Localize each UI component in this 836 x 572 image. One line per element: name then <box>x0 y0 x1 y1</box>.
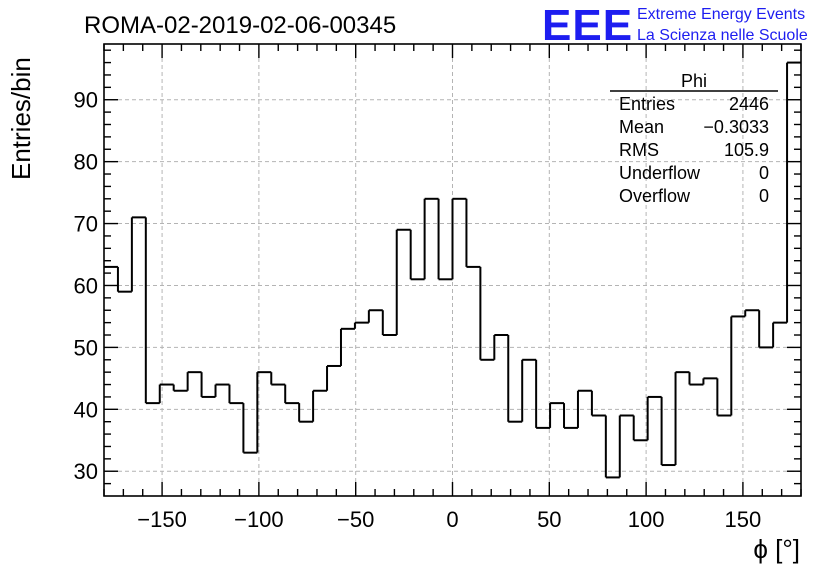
stats-value-underflow: 0 <box>759 163 769 183</box>
stats-label-mean: Mean <box>619 117 664 137</box>
x-tick-label: −150 <box>137 507 187 532</box>
brand-line-1: Extreme Energy Events <box>637 6 805 23</box>
axis-ticks <box>103 44 802 496</box>
y-tick-label: 90 <box>74 88 98 113</box>
y-axis-label: Entries/bin <box>6 57 36 180</box>
stats-value-entries: 2446 <box>729 94 769 114</box>
brand-line-2: La Scienza nelle Scuole <box>637 27 808 44</box>
eee-logo: EEE <box>542 1 633 50</box>
plot-frame <box>103 43 802 497</box>
x-tick-label: 50 <box>537 507 561 532</box>
stats-label-entries: Entries <box>619 94 675 114</box>
stats-box: Phi Entries 2446 Mean −0.3033 RMS 105.9 … <box>610 71 778 206</box>
y-tick-label: 60 <box>74 273 98 298</box>
x-axis-label: ϕ [°] <box>753 534 800 564</box>
axis-tick-labels: −150 −100 −50 0 50 100 150 30 40 50 60 70 80 90 <box>74 88 762 532</box>
stats-label-rms: RMS <box>619 140 659 160</box>
x-tick-label: −50 <box>337 507 374 532</box>
y-tick-label: 50 <box>74 335 98 360</box>
x-tick-label: 150 <box>725 507 762 532</box>
stats-value-overflow: 0 <box>759 186 769 206</box>
y-tick-label: 30 <box>74 459 98 484</box>
stats-label-underflow: Underflow <box>619 163 701 183</box>
x-tick-label: 100 <box>628 507 665 532</box>
chart-title: ROMA-02-2019-02-06-00345 <box>84 12 396 39</box>
y-tick-label: 40 <box>74 397 98 422</box>
y-tick-label: 70 <box>74 212 98 237</box>
stats-value-mean: −0.3033 <box>703 117 769 137</box>
y-tick-label: 80 <box>74 150 98 175</box>
histogram-series <box>104 61 801 479</box>
x-tick-label: −100 <box>234 507 284 532</box>
stats-label-overflow: Overflow <box>619 186 691 206</box>
x-tick-label: 0 <box>446 507 458 532</box>
stats-name: Phi <box>681 71 707 91</box>
stats-value-rms: 105.9 <box>724 140 769 160</box>
